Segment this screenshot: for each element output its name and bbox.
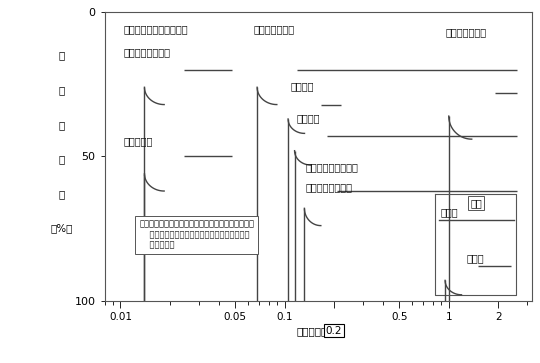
Text: （注）この特性は実測の一例であり、メーカーの保
    証値ではない。機種・負荷状況によって特性
    は異なる。: （注）この特性は実測の一例であり、メーカーの保 証値ではない。機種・負荷状況によ… [139,220,254,250]
Text: 電磁開閉器: 電磁開閉器 [124,136,153,146]
Text: パワーエレクトロニクス: パワーエレクトロニクス [124,24,188,34]
Text: ワープロ: ワープロ [290,82,314,91]
Text: 率: 率 [59,189,65,199]
Text: 下: 下 [59,154,65,164]
Text: 低: 低 [59,120,65,130]
Text: 影響無: 影響無 [441,207,458,217]
Text: パソコン: パソコン [296,113,320,123]
Text: 電: 電 [59,50,65,61]
Text: 高圧放電ランプ: 高圧放電ランプ [254,24,295,34]
Text: 圧: 圧 [59,85,65,95]
Text: 影響有: 影響有 [467,253,484,263]
Text: 〔%〕: 〔%〕 [51,224,73,233]
X-axis label: 継続時間［秒］: 継続時間［秒］ [296,326,340,337]
Text: 応用可変速モータ: 応用可変速モータ [124,47,171,57]
Text: 0.2: 0.2 [326,326,342,335]
Text: （医用電気機器）: （医用電気機器） [306,182,353,192]
Text: ベッドサイドモニタ: ベッドサイドモニタ [306,162,359,172]
Text: 凡例: 凡例 [470,198,482,208]
Text: 不足電圧継電器: 不足電圧継電器 [445,27,486,37]
